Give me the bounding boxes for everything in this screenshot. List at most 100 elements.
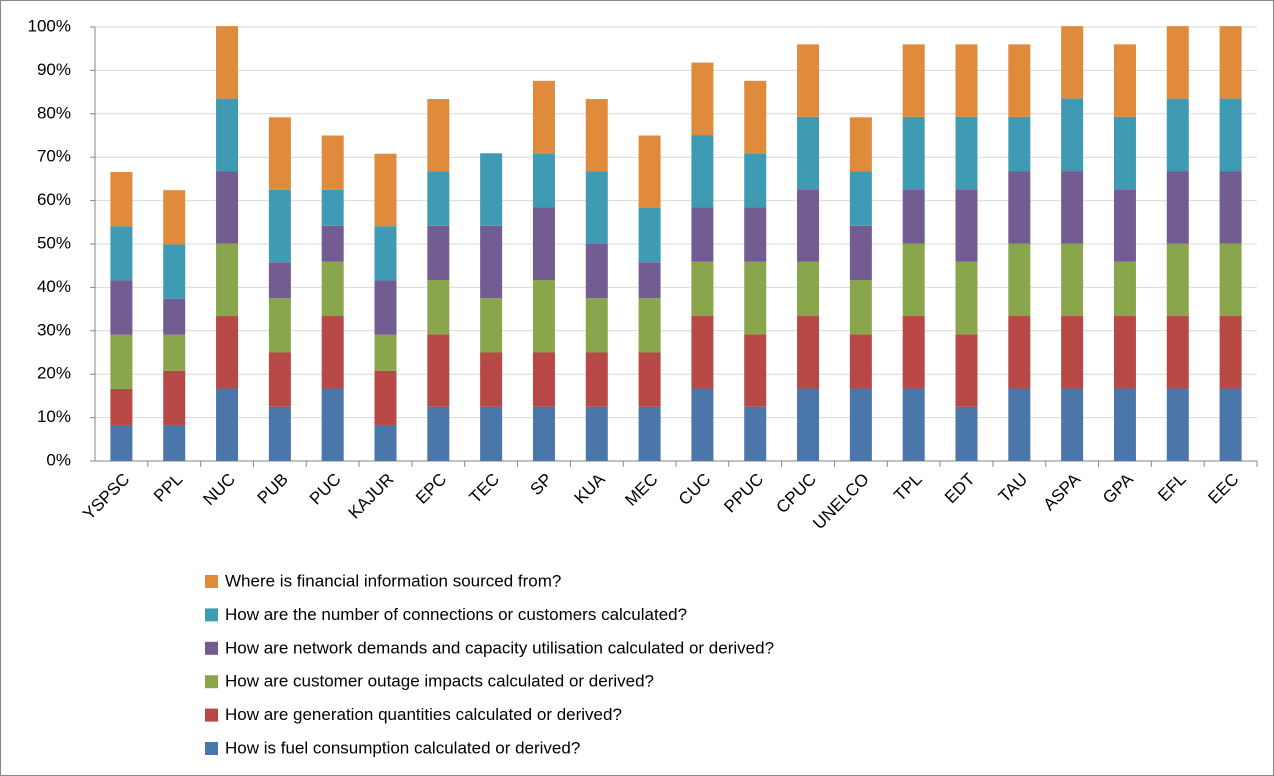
bar-segment (532, 352, 555, 407)
bar-segment (427, 99, 450, 172)
bar-segment (691, 316, 714, 389)
bar-segment (1113, 316, 1136, 389)
bar-segment (374, 424, 397, 461)
bar-segment (216, 388, 239, 461)
y-tick-label: 90% (37, 60, 71, 79)
bar-segment (163, 298, 186, 335)
y-tick-label: 100% (28, 16, 71, 35)
bar-segment (1061, 26, 1084, 99)
bar-segment (427, 171, 450, 226)
legend-label: Where is financial information sourced f… (225, 571, 561, 590)
bar-segment (585, 171, 608, 244)
bar-segment (1113, 189, 1136, 262)
bar-segment (955, 44, 978, 117)
bar-segment (268, 189, 291, 263)
y-tick-label: 30% (37, 320, 71, 339)
bar-segment (1061, 316, 1084, 389)
bar-segment (744, 80, 767, 154)
bar-segment (216, 316, 239, 389)
bar-segment (902, 116, 925, 190)
legend-label: How are network demands and capacity uti… (225, 638, 774, 657)
bar-segment (849, 334, 872, 389)
bar-segment (1113, 261, 1136, 317)
y-tick-label: 80% (37, 103, 71, 122)
bar-segment (1008, 116, 1031, 172)
legend-swatch (205, 675, 218, 689)
bar-segment (268, 352, 291, 407)
bar-segment (955, 261, 978, 335)
bar-segment (374, 153, 397, 227)
bar-segment (1008, 243, 1031, 317)
bar-segment (797, 44, 820, 117)
bar-segment (691, 62, 714, 136)
bar-segment (691, 207, 714, 262)
bar-segment (216, 98, 239, 172)
bar-segment (1166, 388, 1189, 461)
bar-segment (268, 262, 291, 299)
bar-segment (268, 298, 291, 353)
bar-segment (638, 135, 661, 208)
bar-segment (585, 406, 608, 461)
bar-segment (1219, 316, 1242, 389)
bar-segment (902, 189, 925, 244)
bar-segment (902, 388, 925, 461)
bar-segment (638, 207, 661, 263)
bar-segment (532, 80, 555, 154)
bar-segment (849, 388, 872, 461)
bar-segment (480, 153, 503, 226)
bar-segment (110, 424, 133, 461)
bar-segment (691, 388, 714, 461)
bar-segment (1008, 44, 1031, 117)
bar-segment (321, 316, 344, 389)
bar-segment (321, 388, 344, 461)
bar-segment (797, 316, 820, 389)
legend-label: How is fuel consumption calculated or de… (225, 738, 580, 757)
bar-segment (1166, 26, 1189, 99)
bar-segment (638, 298, 661, 353)
bar-segment (110, 334, 133, 389)
legend-swatch (205, 708, 218, 722)
y-tick-label: 50% (37, 233, 71, 252)
y-tick-label: 10% (37, 407, 71, 426)
bar-segment (744, 261, 767, 335)
bar-segment (849, 280, 872, 335)
bar-segment (374, 334, 397, 371)
bar-segment (744, 153, 767, 208)
bar-segment (638, 262, 661, 299)
legend-label: How are customer outage impacts calculat… (225, 672, 654, 691)
bar-segment (1219, 98, 1242, 172)
bar-segment (1219, 171, 1242, 244)
bar-segment (163, 244, 186, 299)
bar-segment (427, 225, 450, 281)
bar-segment (163, 334, 186, 371)
bar-segment (1113, 44, 1136, 117)
bar-segment (1113, 388, 1136, 461)
bar-segment (585, 99, 608, 172)
bar-segment (427, 334, 450, 407)
y-tick-label: 60% (37, 190, 71, 209)
bar-segment (1008, 171, 1031, 244)
bar-segment (1008, 388, 1031, 461)
bar-segment (744, 334, 767, 407)
bar-segment (163, 190, 186, 245)
bar-segment (955, 334, 978, 407)
bar-segment (585, 244, 608, 299)
bar-segment (321, 225, 344, 262)
bar-segment (638, 406, 661, 461)
bar-segment (849, 225, 872, 281)
bar-segment (321, 261, 344, 317)
bar-segment (110, 280, 133, 335)
bar-segment (532, 280, 555, 353)
bar-segment (797, 189, 820, 262)
bar-segment (532, 406, 555, 461)
bar-segment (902, 44, 925, 117)
bar-segment (321, 135, 344, 190)
bar-segment (110, 171, 133, 227)
bar-segment (216, 26, 239, 99)
bar-segment (1061, 98, 1084, 172)
y-tick-label: 40% (37, 277, 71, 296)
bar-segment (268, 406, 291, 461)
bar-segment (532, 207, 555, 281)
bar-segment (216, 243, 239, 317)
bar-segment (1166, 98, 1189, 172)
